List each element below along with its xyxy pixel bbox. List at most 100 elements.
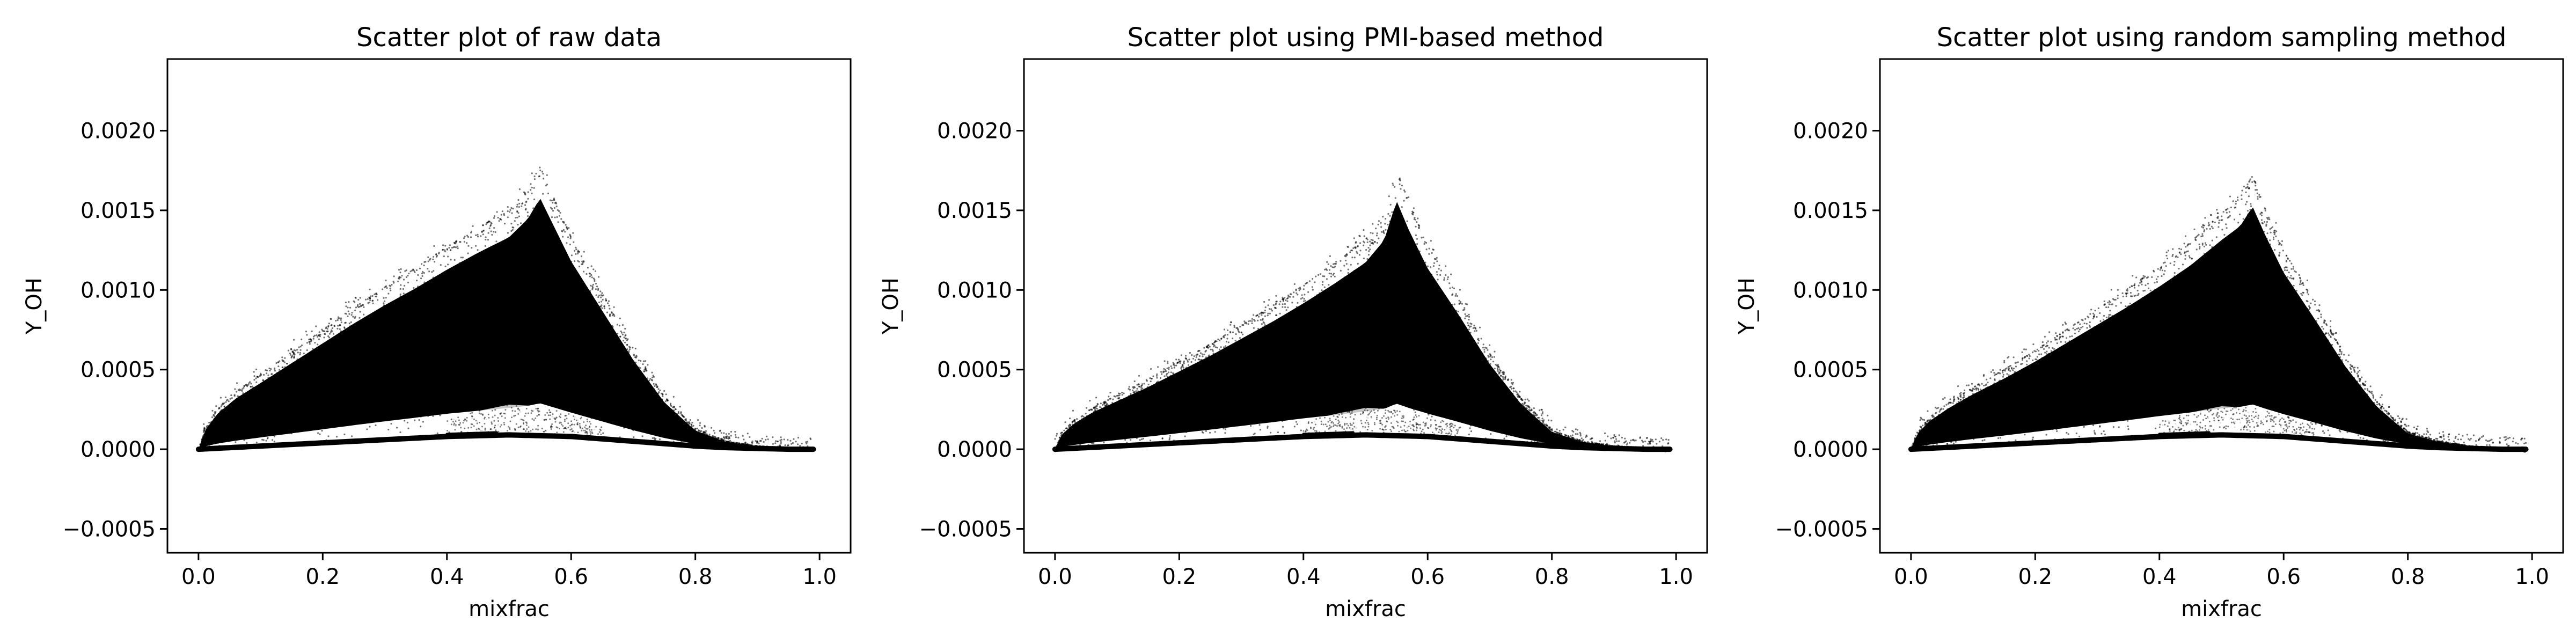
scatter-point [372, 437, 374, 440]
scatter-point [346, 414, 348, 416]
scatter-point [1282, 300, 1284, 302]
scatter-point [1299, 288, 1301, 290]
scatter-point [384, 352, 386, 354]
scatter-point [347, 334, 349, 336]
scatter-point [1477, 342, 1479, 345]
scatter-point [1163, 383, 1165, 385]
scatter-point [526, 348, 529, 350]
scatter-point [613, 313, 615, 316]
x-tick-label: 0.0 [1038, 565, 1072, 589]
scatter-point [1321, 289, 1323, 291]
scatter-point [1099, 411, 1101, 413]
scatter-point [326, 328, 328, 330]
scatter-point [462, 422, 464, 424]
scatter-point [1272, 304, 1275, 306]
scatter-point [243, 385, 245, 387]
scatter-point [581, 356, 583, 359]
scatter-point [1183, 379, 1185, 382]
scatter-point [588, 393, 590, 396]
scatter-point [601, 384, 603, 386]
scatter-point [1262, 326, 1264, 328]
scatter-point [1198, 424, 1200, 426]
scatter-point [357, 333, 359, 335]
scatter-point [250, 389, 252, 391]
scatter-point [542, 173, 544, 175]
scatter-point [642, 363, 644, 365]
scatter-point [1241, 417, 1243, 419]
scatter-point [651, 389, 653, 392]
scatter-point [486, 389, 488, 391]
scatter-point [306, 349, 308, 352]
scatter-point [1319, 292, 1321, 294]
scatter-point [1301, 371, 1303, 374]
scatter-point [1172, 414, 1174, 416]
scatter-point [1287, 297, 1289, 299]
scatter-point [1345, 263, 1348, 265]
scatter-point [1334, 275, 1336, 277]
scatter-point [509, 428, 511, 430]
scatter-point [518, 215, 521, 217]
scatter-point [1213, 380, 1215, 383]
scatter-point [1259, 429, 1261, 431]
scatter-point [1419, 389, 1422, 391]
scatter-point [509, 211, 511, 213]
scatter-point [595, 283, 597, 285]
scatter-point [494, 255, 496, 257]
scatter-point [609, 314, 611, 316]
scatter-point [1305, 354, 1307, 356]
scatter-point [273, 385, 275, 387]
scatter-point [576, 423, 579, 426]
scatter-point [1223, 328, 1225, 331]
scatter-point [691, 426, 693, 428]
scatter-point [1438, 329, 1440, 331]
scatter-point [1247, 320, 1250, 323]
scatter-point [352, 360, 354, 362]
scatter-point [1410, 383, 1413, 385]
scatter-point [1150, 368, 1152, 370]
scatter-point [447, 430, 448, 431]
scatter-point [453, 297, 455, 299]
scatter-point [479, 392, 481, 394]
scatter-point [720, 442, 723, 444]
scatter-point [1579, 435, 1582, 437]
scatter-point [1479, 377, 1481, 379]
scatter-point [523, 251, 525, 253]
scatter-point [348, 346, 350, 348]
scatter-point [1469, 405, 1472, 407]
scatter-point [645, 360, 647, 362]
scatter-point [558, 215, 561, 217]
scatter-point [290, 414, 292, 416]
scatter-point [1196, 439, 1198, 441]
scatter-point [573, 364, 575, 367]
scatter-point [1493, 356, 1495, 358]
scatter-point [407, 274, 409, 277]
scatter-point [1206, 369, 1208, 371]
scatter-point [343, 433, 346, 435]
scatter-point [609, 367, 611, 369]
scatter-point [376, 347, 378, 349]
scatter-point [548, 356, 551, 358]
scatter-point [1528, 417, 1530, 420]
scatter-point [210, 427, 213, 429]
scatter-point [1519, 441, 1521, 443]
scatter-point [1206, 421, 1208, 424]
scatter-point [1308, 346, 1310, 349]
scatter-point [1101, 422, 1103, 424]
scatter-point [447, 264, 449, 266]
scatter-point [452, 318, 454, 320]
scatter-point [349, 325, 352, 327]
scatter-point [1369, 244, 1371, 246]
scatter-point [780, 447, 782, 449]
scatter-point [306, 342, 309, 344]
scatter-point [1462, 329, 1465, 331]
scatter-point [532, 328, 534, 331]
scatter-point [355, 306, 357, 309]
scatter-point [645, 390, 647, 392]
scatter-point [1529, 416, 1532, 418]
scatter-point [589, 431, 591, 433]
scatter-point [541, 171, 544, 173]
x-tick-label: 1.0 [1659, 565, 1693, 589]
scatter-point [787, 439, 789, 441]
scatter-point [348, 323, 350, 325]
scatter-point [541, 376, 544, 378]
